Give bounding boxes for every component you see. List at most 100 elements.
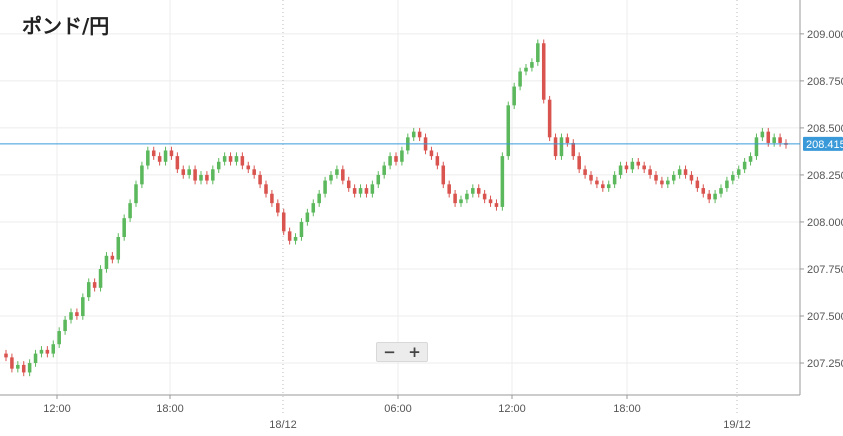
candle-body (199, 174, 203, 181)
candle-body (471, 188, 475, 194)
candle-body (4, 353, 8, 358)
candle-body (228, 156, 233, 162)
candle-body (281, 212, 286, 232)
candle-body (352, 188, 357, 194)
candle-body (181, 169, 186, 175)
y-tick-label: 208.000 (807, 217, 843, 229)
y-tick-label: 208.250 (807, 170, 843, 182)
candle-body (335, 169, 339, 175)
candle-body (246, 165, 251, 170)
candle-body (778, 137, 782, 143)
candle-body (719, 188, 723, 194)
candle-body (453, 193, 457, 204)
zoom-in-button[interactable]: + (408, 342, 421, 361)
x-tick-label: 12:00 (43, 403, 71, 415)
candle-body (287, 231, 292, 241)
candle-body (636, 161, 641, 166)
candle-body (624, 165, 629, 170)
candle-body (75, 312, 79, 316)
candle-body (146, 150, 150, 166)
candle-body (370, 184, 375, 194)
candle-body (122, 218, 126, 237)
candle-body (541, 43, 546, 100)
candle-body (429, 150, 434, 157)
candle-body (110, 255, 115, 260)
candle-body (441, 165, 446, 185)
candle-body (270, 193, 274, 204)
candle-body (276, 203, 280, 213)
candle-body (701, 188, 706, 194)
x-tick-label: 18:00 (613, 403, 641, 415)
candle-body (299, 221, 304, 237)
candle-body (116, 237, 121, 260)
candle-body (612, 174, 617, 185)
candle-body (506, 105, 511, 157)
y-tick-label: 207.500 (807, 311, 843, 323)
x-tick-label: 12:00 (498, 403, 526, 415)
candle-body (671, 174, 676, 181)
candle-body (642, 165, 646, 170)
x-tick-label: 18:00 (156, 403, 184, 415)
candle-body (547, 99, 552, 138)
candle-body (666, 180, 670, 185)
candle-body (394, 156, 398, 162)
candle-body (175, 156, 180, 170)
candle-body (494, 203, 499, 207)
candle-body (323, 180, 327, 194)
day-marker-label: 19/12 (723, 419, 751, 431)
candle-body (565, 137, 570, 143)
candle-body (683, 169, 688, 175)
candle-body (128, 203, 132, 219)
candle-body (689, 174, 694, 181)
candle-body (341, 169, 345, 181)
candle-body (595, 180, 599, 185)
candle-body (601, 184, 605, 189)
current-price-label: 208.415 (806, 139, 843, 151)
candle-body (754, 137, 759, 157)
candle-body (571, 142, 576, 157)
candle-body (163, 150, 168, 162)
candle-body (27, 363, 32, 373)
candle-body (10, 357, 14, 369)
candle-body (488, 199, 493, 204)
candle-body (411, 131, 416, 138)
y-tick-label: 207.250 (807, 358, 843, 370)
candle-body (553, 137, 558, 157)
candle-body (731, 174, 735, 181)
candle-body (151, 150, 156, 157)
candle-body (346, 180, 351, 189)
candle-body (654, 174, 658, 181)
candle-body (98, 268, 103, 288)
candle-body (69, 312, 73, 320)
candle-body (104, 255, 109, 269)
candle-body (725, 180, 729, 189)
y-tick-label: 208.500 (807, 123, 843, 135)
candle-body (193, 169, 197, 181)
candle-body (707, 193, 711, 200)
candle-body (222, 156, 227, 162)
candle-body (465, 193, 469, 200)
candle-body (695, 180, 700, 189)
x-tick-label: 06:00 (384, 403, 412, 415)
zoom-out-button[interactable]: − (383, 342, 396, 361)
current-price-badge (803, 136, 843, 151)
candle-body (252, 169, 256, 175)
candle-body (524, 67, 528, 72)
candle-body (518, 71, 522, 87)
candle-body (63, 319, 67, 332)
day-marker-label: 18/12 (269, 419, 297, 431)
candle-body (536, 43, 540, 63)
candle-body (140, 165, 144, 185)
candle-body (760, 131, 765, 138)
candle-body (476, 188, 481, 194)
candle-body (240, 156, 245, 166)
candle-body (264, 184, 268, 194)
candle-body (417, 131, 422, 138)
candle-body (157, 156, 162, 162)
candle-body (216, 161, 221, 170)
candle-body (376, 174, 381, 185)
candle-body (618, 165, 623, 175)
candle-body (364, 188, 369, 194)
